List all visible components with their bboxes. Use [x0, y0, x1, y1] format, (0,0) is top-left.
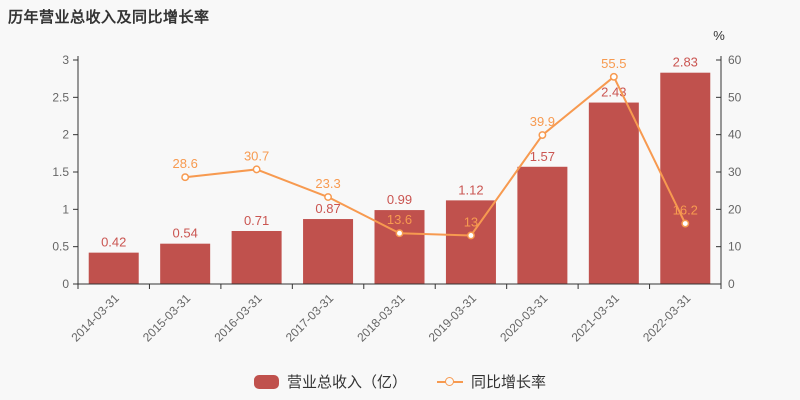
bar-value-label: 1.12	[458, 182, 483, 197]
x-axis-label-2021-03-31: 2021-03-31	[569, 291, 623, 345]
left-axis-tick-label: 0	[62, 277, 69, 291]
bar-2015-03-31[interactable]	[160, 243, 211, 284]
bar-2017-03-31[interactable]	[303, 219, 354, 284]
bar-value-label: 2.83	[673, 55, 698, 70]
x-axis-label-2019-03-31: 2019-03-31	[426, 291, 480, 345]
legend-item-revenue[interactable]: 营业总收入（亿）	[253, 371, 407, 392]
bar-series-swatch-icon	[253, 374, 279, 389]
chart-title: 历年营业总收入及同比增长率	[8, 9, 210, 26]
line-point-2015-03-31[interactable]	[181, 173, 190, 182]
line-value-label: 13.6	[387, 212, 412, 227]
bar-value-label: 2.43	[601, 85, 626, 100]
bar-2018-03-31[interactable]	[374, 210, 425, 284]
bar-value-label: 0.71	[244, 213, 269, 228]
bar-value-label: 0.54	[173, 226, 198, 241]
line-value-label: 13	[464, 214, 478, 229]
bar-value-label: 0.42	[101, 235, 126, 250]
right-axis-unit: %	[713, 28, 725, 43]
line-value-label: 30.7	[244, 148, 269, 163]
left-axis-tick-label: 3	[62, 53, 69, 67]
legend-label-growth: 同比增长率	[471, 374, 547, 391]
right-axis-tick-label: 20	[728, 202, 742, 216]
left-axis-tick-label: 1.5	[52, 165, 69, 179]
x-axis-label-2020-03-31: 2020-03-31	[497, 291, 551, 345]
x-axis-label-2022-03-31: 2022-03-31	[640, 291, 694, 345]
right-axis-tick-label: 50	[728, 90, 742, 104]
line-series-marker-icon	[437, 376, 463, 387]
line-value-label: 39.9	[530, 114, 555, 129]
left-axis-tick-label: 2.5	[52, 90, 69, 104]
left-axis-tick-label: 2	[62, 128, 69, 142]
x-axis-label-2014-03-31: 2014-03-31	[69, 291, 123, 345]
right-axis-tick-label: 40	[728, 128, 742, 142]
bar-2021-03-31[interactable]	[588, 102, 639, 284]
x-axis-label-2016-03-31: 2016-03-31	[211, 291, 265, 345]
legend-item-growth[interactable]: 同比增长率	[437, 371, 546, 392]
right-axis-tick-label: 10	[728, 240, 742, 254]
bar-2019-03-31[interactable]	[445, 200, 496, 284]
line-point-2017-03-31[interactable]	[324, 193, 333, 201]
line-point-2019-03-31[interactable]	[466, 231, 475, 240]
bar-value-label: 0.87	[315, 201, 340, 216]
growth-line	[185, 75, 687, 237]
line-value-label: 28.6	[173, 156, 198, 171]
right-axis-tick-label: 60	[728, 53, 742, 67]
line-point-2016-03-31[interactable]	[252, 165, 261, 174]
left-axis-tick-label: 1	[62, 202, 69, 216]
x-axis-label-2015-03-31: 2015-03-31	[140, 291, 194, 345]
bar-2020-03-31[interactable]	[517, 166, 568, 284]
bar-2016-03-31[interactable]	[231, 230, 282, 284]
line-value-label: 16.2	[673, 203, 698, 218]
line-point-2020-03-31[interactable]	[538, 131, 547, 139]
line-value-label: 55.5	[601, 56, 626, 71]
left-axis-tick-label: 0.5	[52, 240, 69, 254]
legend: 营业总收入（亿） 同比增长率	[0, 371, 800, 392]
line-point-2022-03-31[interactable]	[681, 219, 690, 228]
bar-value-label: 1.57	[530, 149, 555, 164]
right-axis-tick-label: 30	[728, 165, 742, 179]
line-value-label: 23.3	[315, 176, 340, 191]
bar-2014-03-31[interactable]	[88, 252, 139, 284]
x-axis-label-2018-03-31: 2018-03-31	[354, 291, 408, 345]
line-point-2021-03-31[interactable]	[609, 72, 618, 81]
bar-value-label: 0.99	[387, 192, 412, 207]
right-axis-tick-label: 0	[728, 277, 735, 291]
bar-2022-03-31[interactable]	[660, 72, 711, 285]
line-point-2018-03-31[interactable]	[395, 229, 404, 238]
legend-label-revenue: 营业总收入（亿）	[286, 374, 407, 391]
x-axis-label-2017-03-31: 2017-03-31	[283, 291, 337, 345]
